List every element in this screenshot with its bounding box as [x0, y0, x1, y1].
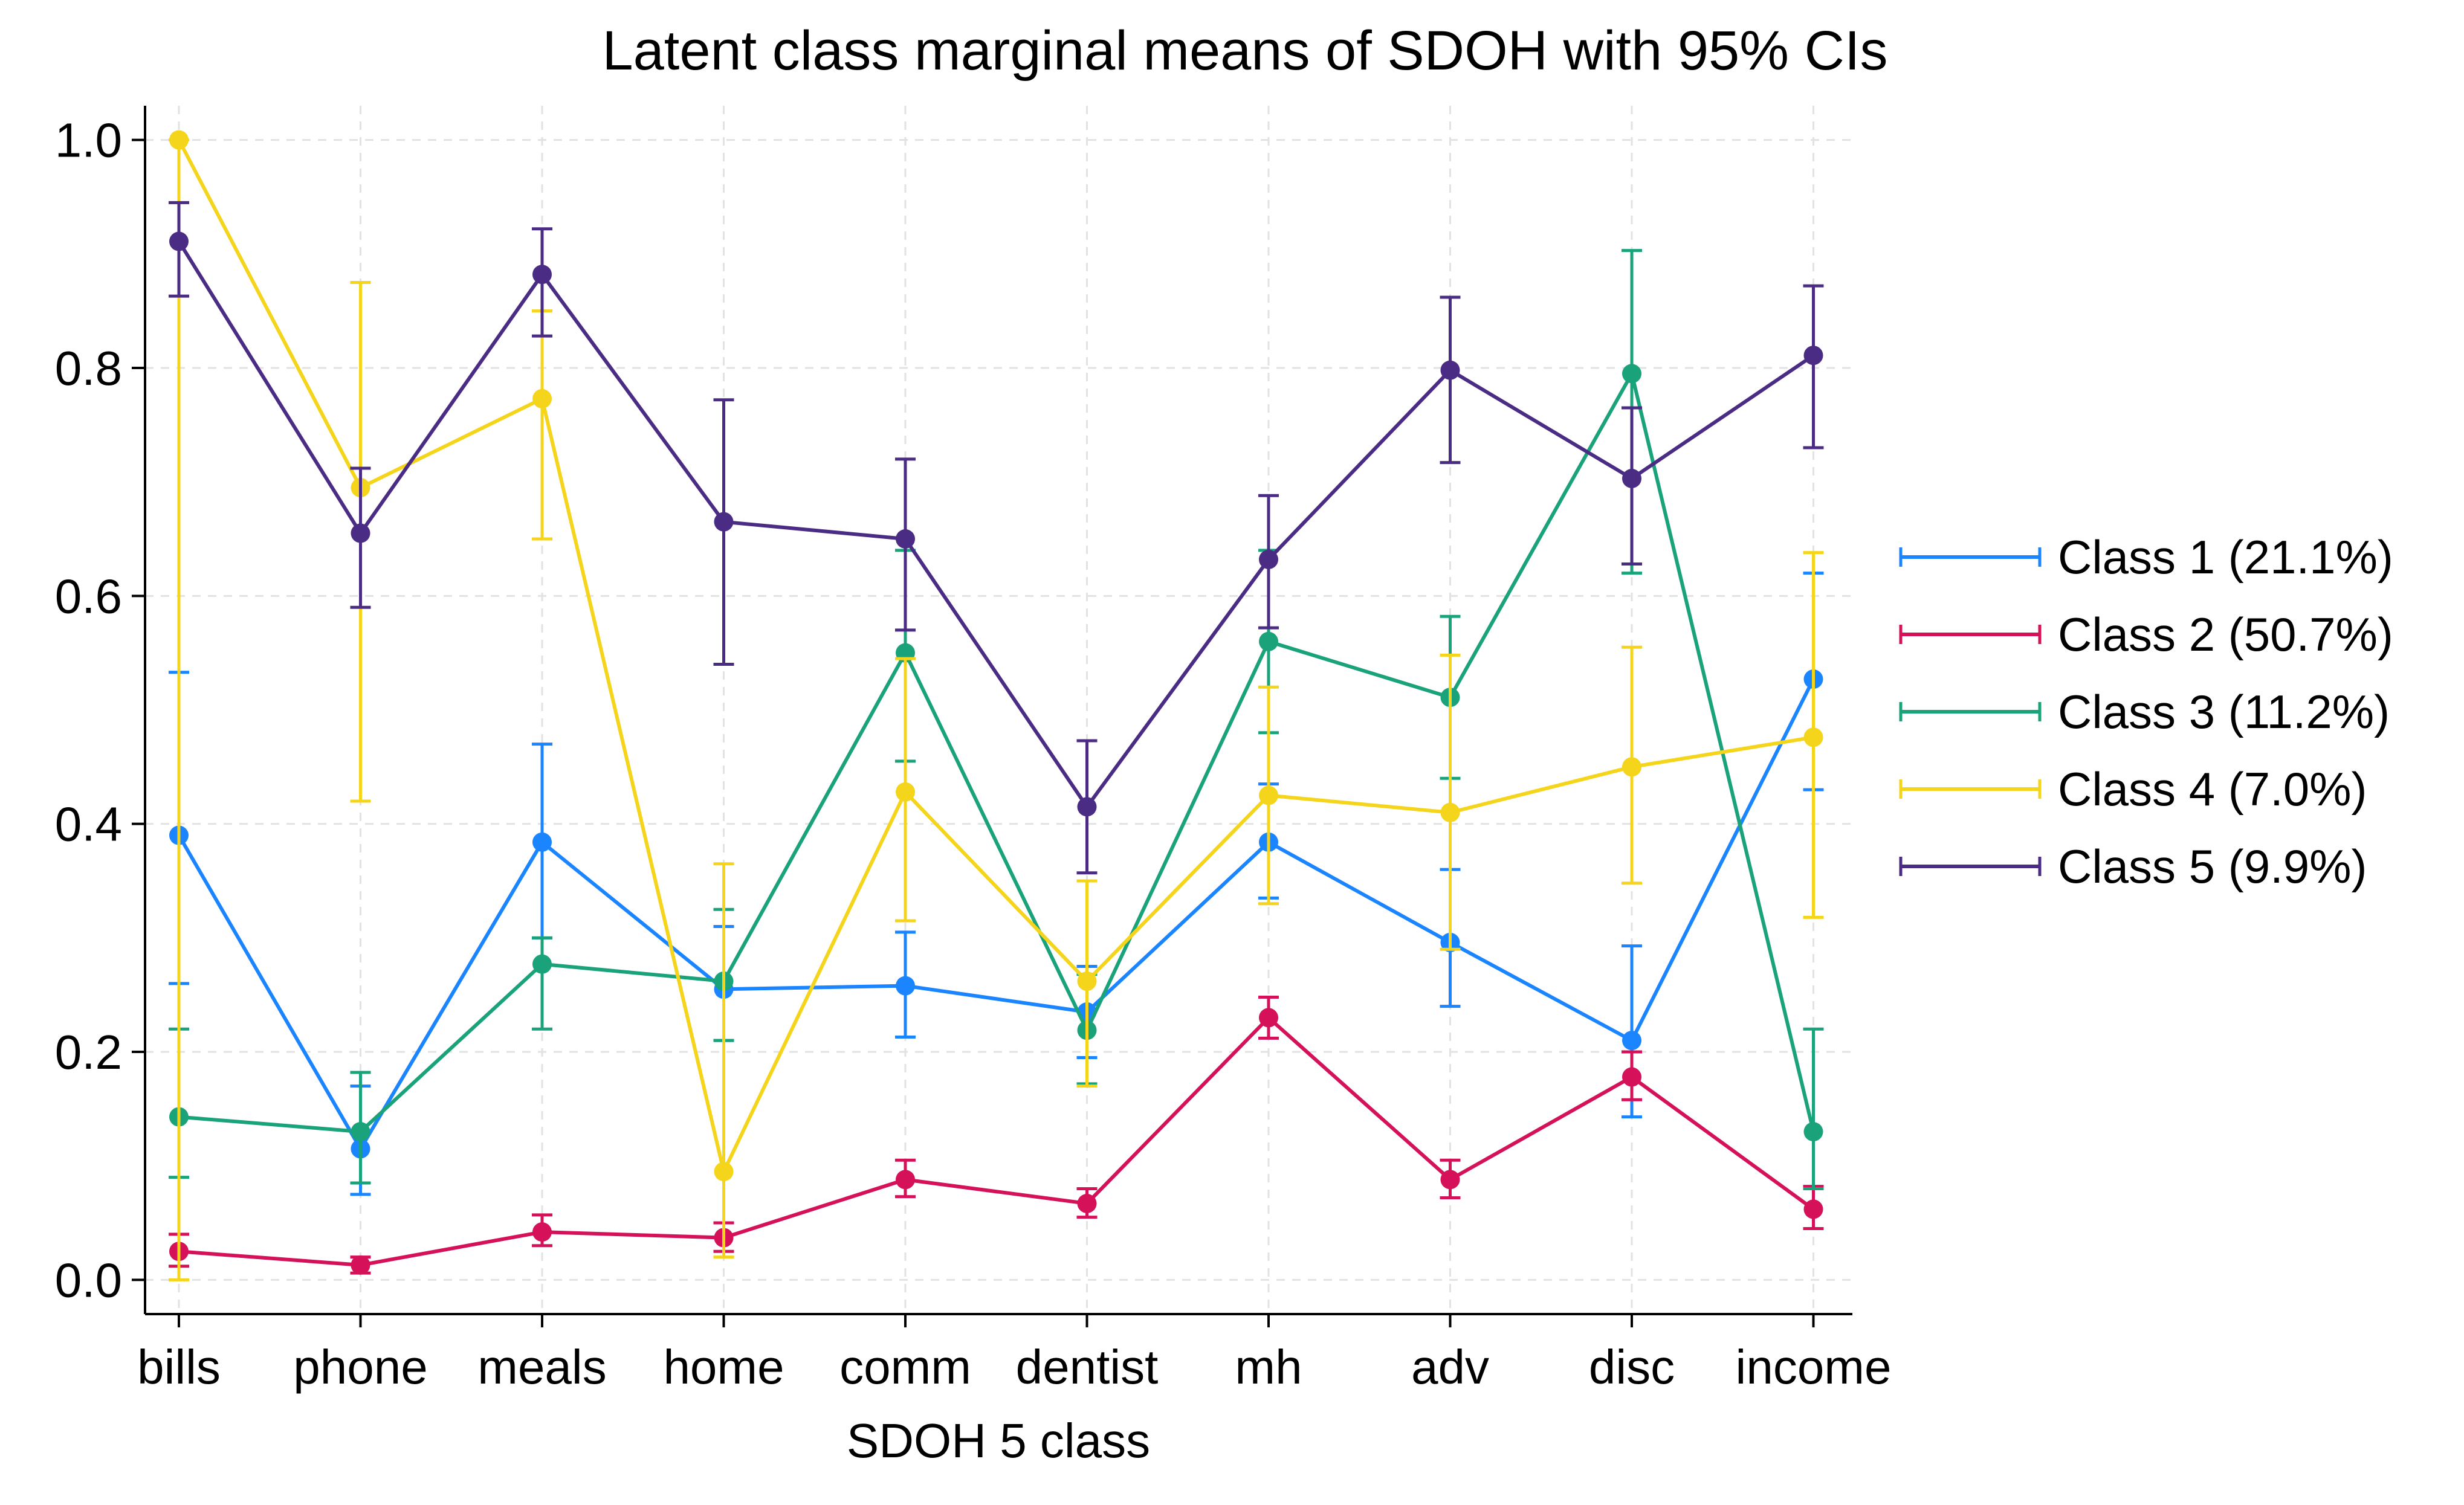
data-point: [1803, 346, 1823, 366]
series-line: [177, 139, 1814, 1174]
data-point: [896, 976, 915, 996]
legend-item-2: Class 2 (50.7%): [1899, 608, 2393, 661]
series-2: [169, 995, 1824, 1275]
y-tick-label: 0.8: [55, 341, 122, 395]
data-point: [1803, 1199, 1823, 1219]
data-point: [351, 523, 370, 543]
data-point: [532, 1222, 552, 1242]
data-point: [1440, 1170, 1460, 1190]
data-point: [1622, 757, 1641, 777]
data-point: [1803, 727, 1823, 747]
x-tick-label-mh: mh: [1235, 1340, 1302, 1394]
data-point: [532, 265, 552, 285]
series-3: [169, 249, 1824, 1190]
data-point: [896, 1170, 915, 1190]
x-axis-label: SDOH 5 class: [847, 1414, 1150, 1468]
data-point: [532, 954, 552, 974]
data-point: [1077, 972, 1097, 991]
data-point: [1803, 1122, 1823, 1142]
series-1: [169, 572, 1824, 1196]
series-group: [169, 130, 1824, 1281]
y-tick-label: 0.0: [55, 1253, 122, 1307]
data-point: [1259, 631, 1278, 651]
legend: Class 1 (21.1%) Class 2 (50.7%) Class 3 (1…: [1899, 530, 2393, 893]
legend-item-1: Class 1 (21.1%): [1899, 530, 2393, 584]
data-point: [169, 231, 189, 251]
data-point: [1440, 802, 1460, 822]
x-tick-label-dentist: dentist: [1016, 1340, 1159, 1394]
data-point: [1259, 549, 1278, 569]
x-tick-label-adv: adv: [1411, 1340, 1489, 1394]
data-point: [1622, 1031, 1641, 1051]
y-tick-label: 0.6: [55, 569, 122, 623]
legend-label: Class 5 (9.9%): [2058, 840, 2367, 893]
legend-item-4: Class 4 (7.0%): [1899, 762, 2367, 816]
legend-label: Class 2 (50.7%): [2058, 608, 2393, 661]
series-4: [169, 130, 1824, 1281]
legend-label: Class 1 (21.1%): [2058, 530, 2393, 584]
series-line: [177, 678, 1816, 1151]
axes: 0.0 0.2 0.4 0.6 0.8 1.0 bills phone meals home com…: [55, 106, 1892, 1394]
y-tick-label: 0.4: [55, 798, 122, 851]
series-line: [178, 1016, 1815, 1267]
x-tick-label-home: home: [663, 1340, 784, 1394]
data-point: [1077, 797, 1097, 817]
data-point: [532, 832, 552, 852]
x-tick-label-income: income: [1736, 1340, 1892, 1394]
data-point: [1622, 1067, 1641, 1087]
legend-item-3: Class 3 (11.2%): [1899, 685, 2390, 738]
series-line: [178, 372, 1816, 1134]
x-tick-label-disc: disc: [1589, 1340, 1675, 1394]
x-tick-label-meals: meals: [477, 1340, 606, 1394]
data-point: [1622, 468, 1641, 488]
data-point: [351, 1122, 370, 1142]
legend-label: Class 3 (11.2%): [2058, 685, 2390, 738]
data-point: [714, 512, 734, 532]
grid: [145, 106, 1852, 1314]
data-point: [1259, 785, 1278, 805]
series-5: [169, 201, 1824, 875]
data-point: [169, 130, 189, 150]
legend-label: Class 4 (7.0%): [2058, 762, 2367, 816]
legend-item-5: Class 5 (9.9%): [1899, 840, 2367, 893]
data-point: [351, 1255, 370, 1275]
x-tick-label-bills: bills: [137, 1340, 221, 1394]
data-point: [1622, 364, 1641, 384]
data-point: [1077, 1193, 1097, 1213]
data-point: [896, 529, 915, 549]
x-tick-label-phone: phone: [293, 1340, 427, 1394]
x-tick-label-comm: comm: [839, 1340, 971, 1394]
y-tick-label: 1.0: [55, 114, 122, 167]
data-point: [714, 1162, 734, 1182]
data-point: [896, 782, 915, 802]
chart-title: Latent class marginal means of SDOH with…: [602, 20, 1887, 82]
data-point: [1259, 1008, 1278, 1028]
data-point: [532, 388, 552, 408]
series-line: [177, 240, 1815, 809]
y-tick-label: 0.2: [55, 1025, 122, 1079]
data-point: [1440, 360, 1460, 380]
